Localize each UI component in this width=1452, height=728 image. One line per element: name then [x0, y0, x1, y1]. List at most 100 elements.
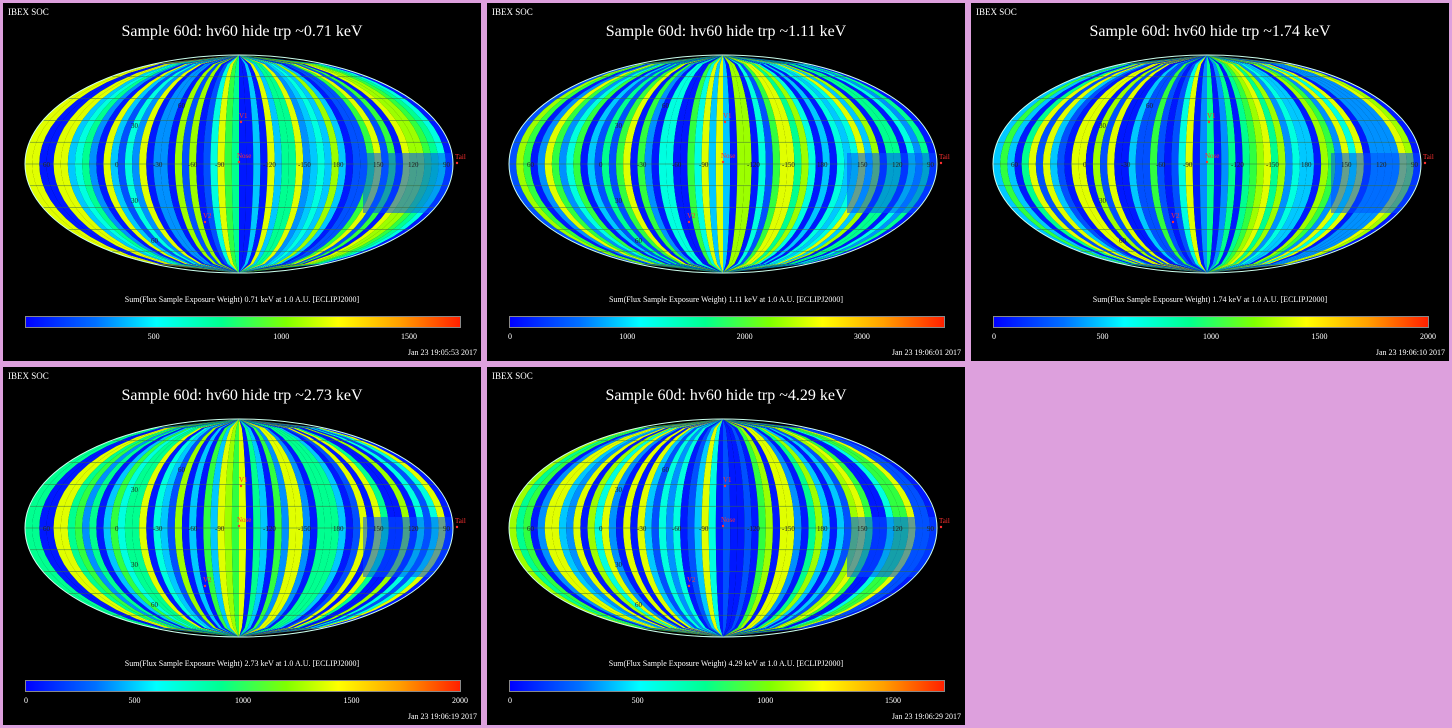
colorbar	[993, 316, 1429, 328]
marker-label: V2	[687, 212, 696, 220]
map-outline	[508, 54, 938, 274]
map-strip	[239, 419, 282, 637]
lat-label: 60	[178, 466, 186, 474]
map-region	[363, 517, 453, 577]
map-strip	[239, 55, 289, 273]
marker-dot	[455, 161, 459, 165]
marker-label: Tail	[455, 517, 466, 525]
chart-title: Sample 60d: hv60 hide trp ~2.73 keV	[121, 387, 363, 404]
lat-label: 60	[151, 237, 159, 245]
marker-dot	[1205, 160, 1209, 164]
lon-label: -30	[153, 525, 163, 533]
marker-label: Nose	[237, 516, 251, 524]
marker-dot	[723, 120, 727, 124]
lat-label: 30	[1099, 122, 1107, 130]
lon-label: 180	[817, 525, 828, 533]
map-panel: IBEX SOC Sample 60d: hv60 hide trp ~2.73…	[3, 367, 481, 725]
marker-dot	[1171, 220, 1175, 224]
map-strip	[723, 419, 759, 637]
lon-label: -60	[1156, 161, 1166, 169]
marker-dot	[687, 584, 691, 588]
lat-label: 60	[662, 102, 670, 110]
colorbar-tick: 2000	[452, 696, 468, 705]
colorbar-tick: 500	[1096, 332, 1109, 341]
lat-label: 30	[131, 122, 139, 130]
colorbar-tick: 0	[508, 332, 512, 341]
lon-label: 90	[1411, 161, 1419, 169]
lon-label: 150	[373, 525, 384, 533]
marker-dot	[203, 220, 207, 224]
lon-label: 60	[527, 161, 535, 169]
marker-label: Nose	[1205, 152, 1219, 160]
colorbar-tick: 2000	[736, 332, 753, 341]
sky-map: 60 0 -30 -60 -90 -120 -150 180 150 120 90 60 30 30 60 V…	[508, 54, 950, 274]
sky-map: 60 0 -30 -60 -90 -120 -150 180 150 120 90 60 30 30 60 V…	[24, 54, 466, 274]
lon-label: 60	[43, 161, 51, 169]
colorbar-tick: 1000	[235, 696, 251, 705]
soc-label: IBEX SOC	[8, 7, 49, 17]
map-strip	[189, 419, 239, 637]
lon-label: 180	[817, 161, 828, 169]
map-strip	[196, 55, 239, 273]
lon-label: -120	[1231, 161, 1244, 169]
map-panel: IBEX SOC Sample 60d: hv60 hide trp ~1.11…	[487, 3, 965, 361]
colorbar-caption: Sum(Flux Sample Exposure Weight) 0.71 ke…	[124, 295, 360, 304]
lat-label: 30	[615, 486, 623, 494]
marker-label: V2	[687, 576, 696, 584]
soc-label: IBEX SOC	[492, 371, 533, 381]
map-strip	[680, 419, 723, 637]
colorbar	[509, 680, 945, 692]
lat-label: 60	[1146, 102, 1154, 110]
lon-label: 90	[927, 525, 935, 533]
map-strip	[723, 419, 773, 637]
lon-label: 180	[1301, 161, 1312, 169]
lat-label: 30	[615, 122, 623, 130]
lon-label: -30	[153, 161, 163, 169]
map-strip	[687, 55, 723, 273]
lon-label: -60	[188, 525, 198, 533]
map-strip	[239, 55, 261, 273]
map-strip	[203, 419, 239, 637]
map-strip	[210, 55, 239, 273]
lon-label: -120	[263, 525, 276, 533]
lon-label: 60	[43, 525, 51, 533]
lon-label: -120	[747, 525, 760, 533]
soc-label: IBEX SOC	[492, 7, 533, 17]
lat-label: 60	[662, 466, 670, 474]
lon-label: 0	[1083, 161, 1087, 169]
colorbar-tick: 1500	[884, 696, 901, 705]
lon-label: 90	[443, 525, 451, 533]
lon-label: 60	[527, 525, 535, 533]
colorbar-caption: Sum(Flux Sample Exposure Weight) 1.74 ke…	[1092, 295, 1328, 304]
map-region	[363, 153, 453, 213]
map-strip	[210, 419, 239, 637]
lon-label: 150	[1341, 161, 1352, 169]
map-region	[847, 517, 937, 577]
lon-label: -30	[1121, 161, 1131, 169]
lon-label: -90	[699, 161, 709, 169]
lat-label: 30	[131, 486, 139, 494]
colorbar-tick: 500	[147, 332, 160, 341]
map-strip	[239, 55, 268, 273]
lon-label: -90	[1183, 161, 1193, 169]
colorbar	[25, 680, 461, 692]
colorbar-tick: 1500	[1311, 332, 1328, 341]
colorbar-caption: Sum(Flux Sample Exposure Weight) 4.29 ke…	[608, 659, 844, 668]
marker-label: Nose	[237, 152, 251, 160]
marker-dot	[455, 525, 459, 529]
lon-label: 120	[408, 161, 419, 169]
marker-label: V2	[203, 212, 212, 220]
marker-label: V2	[203, 576, 212, 584]
lat-label: 30	[131, 561, 139, 569]
marker-dot	[721, 524, 725, 528]
colorbar-tick: 1000	[619, 332, 636, 341]
map-strip	[723, 419, 752, 637]
map-strip	[694, 55, 723, 273]
timestamp: Jan 23 19:06:29 2017	[891, 712, 961, 721]
chart-title: Sample 60d: hv60 hide trp ~0.71 keV	[121, 23, 363, 40]
map-strip	[239, 419, 261, 637]
map-strip	[1178, 55, 1207, 273]
colorbar-tick: 0	[508, 696, 512, 705]
marker-label: V1	[1207, 112, 1216, 120]
lon-label: -90	[215, 525, 225, 533]
